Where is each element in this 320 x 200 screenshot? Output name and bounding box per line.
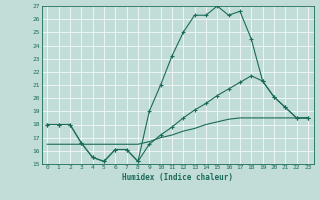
X-axis label: Humidex (Indice chaleur): Humidex (Indice chaleur) <box>122 173 233 182</box>
